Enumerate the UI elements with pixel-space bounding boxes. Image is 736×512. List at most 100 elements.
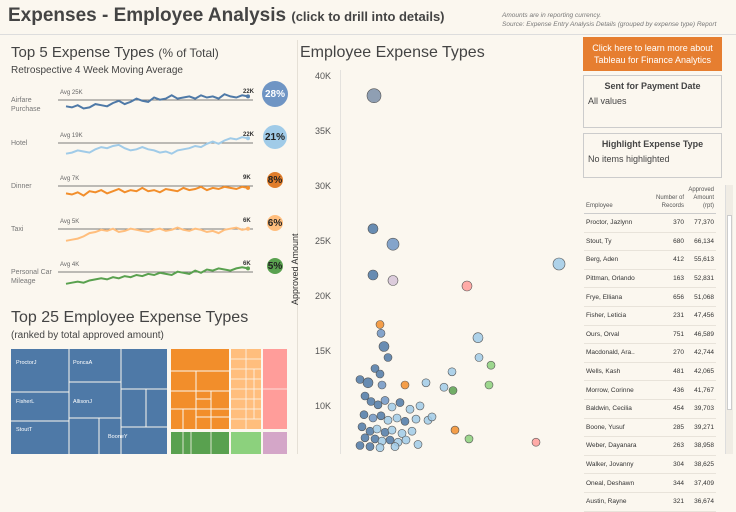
scatter-point[interactable] (383, 353, 393, 362)
scatter-point[interactable] (407, 426, 417, 436)
table-row[interactable]: Ours, Orval 751 46,589 (584, 325, 716, 345)
pct-of-total-badge[interactable]: 21% (263, 125, 287, 149)
scatter-point[interactable] (400, 380, 410, 390)
scatter-point[interactable] (375, 320, 385, 329)
scatter-point[interactable] (385, 435, 395, 445)
pct-of-total-badge[interactable]: 5% (267, 258, 283, 274)
sparkline[interactable] (58, 217, 258, 247)
table-row[interactable]: Pittman, Orlando 163 52,831 (584, 269, 716, 289)
scatter-point[interactable] (365, 442, 375, 451)
treemap-other-block[interactable] (263, 349, 287, 429)
scatter-point[interactable] (486, 360, 496, 370)
scatter-plot[interactable] (340, 70, 576, 454)
scatter-point[interactable] (405, 404, 415, 414)
scatter-point[interactable] (397, 429, 407, 438)
scatter-point[interactable] (531, 437, 541, 447)
sent-for-payment-filter[interactable]: Sent for Payment Date All values (583, 75, 722, 128)
scatter-point[interactable] (400, 416, 410, 426)
treemap-lunch-block[interactable] (231, 432, 261, 454)
scatter-point[interactable] (450, 425, 460, 435)
col-amount[interactable]: Approved Amount (rpt) (686, 185, 716, 214)
scatter-point[interactable] (375, 443, 385, 453)
scatter-point[interactable] (375, 369, 385, 379)
table-row[interactable]: Morrow, Corinne 436 41,767 (584, 380, 716, 400)
scatter-point[interactable] (373, 400, 383, 410)
scatter-point[interactable] (421, 378, 431, 388)
table-scrollbar[interactable] (725, 185, 733, 454)
scatter-point[interactable] (392, 413, 402, 423)
scatter-point[interactable] (383, 415, 393, 425)
table-row[interactable]: Boone, Yusuf 285 39,271 (584, 418, 716, 438)
table-row[interactable]: Baldwin, Cecilia 454 39,703 (584, 399, 716, 419)
table-row[interactable]: Fisher, Leticia 231 47,456 (584, 306, 716, 326)
scatter-point[interactable] (447, 367, 457, 377)
sparkline[interactable] (58, 88, 258, 118)
scatter-point[interactable] (372, 424, 382, 434)
pct-of-total-badge[interactable]: 6% (267, 215, 283, 231)
col-records[interactable]: Number of Records (648, 185, 686, 214)
scatter-point[interactable] (380, 396, 390, 405)
scrollbar-thumb[interactable] (727, 215, 732, 410)
scatter-point[interactable] (390, 442, 400, 451)
scatter-point[interactable] (370, 364, 380, 373)
scatter-point[interactable] (448, 386, 458, 395)
scatter-point[interactable] (461, 280, 473, 292)
table-row[interactable]: Proctor, Jazlynn 370 77,370 (584, 213, 716, 233)
scatter-point[interactable] (360, 433, 370, 443)
scatter-point[interactable] (387, 402, 397, 412)
scatter-point[interactable] (362, 377, 374, 389)
scatter-point[interactable] (395, 398, 405, 407)
table-row[interactable]: Walker, Jovanny 304 38,625 (584, 455, 716, 475)
scatter-point[interactable] (366, 88, 382, 104)
scatter-point[interactable] (355, 441, 365, 450)
sparkline[interactable] (58, 131, 258, 161)
table-row[interactable]: Austin, Rayne 321 36,674 (584, 492, 716, 512)
table-row[interactable]: Oneal, Deshawn 344 37,409 (584, 473, 716, 493)
scatter-point[interactable] (367, 269, 379, 281)
table-row[interactable]: Berg, Aden 412 55,613 (584, 250, 716, 270)
cell-name: Ours, Orval (584, 325, 648, 345)
scatter-point[interactable] (484, 380, 494, 390)
table-row[interactable]: Frye, Elliana 656 51,068 (584, 287, 716, 307)
learn-more-button[interactable]: Click here to learn more about Tableau f… (583, 37, 722, 71)
highlight-expense-filter[interactable]: Highlight Expense Type No items highligh… (583, 133, 722, 178)
scatter-point[interactable] (415, 401, 425, 411)
scatter-point[interactable] (387, 275, 399, 286)
scatter-point[interactable] (360, 391, 370, 401)
treemap-misc-block[interactable] (263, 432, 287, 454)
table-row[interactable]: Wells, Kash 481 42,065 (584, 362, 716, 382)
treemap[interactable] (11, 349, 287, 454)
scatter-point[interactable] (378, 341, 390, 352)
table-row[interactable]: Stout, Ty 680 66,134 (584, 232, 716, 252)
col-employee[interactable]: Employee (584, 185, 648, 214)
scatter-point[interactable] (387, 425, 397, 435)
scatter-point[interactable] (472, 332, 484, 344)
scatter-point[interactable] (357, 422, 367, 432)
scatter-point[interactable] (427, 412, 437, 422)
pct-of-total-badge[interactable]: 28% (262, 81, 288, 107)
scatter-point[interactable] (377, 380, 387, 390)
scatter-point[interactable] (359, 410, 369, 420)
scatter-point[interactable] (367, 223, 379, 235)
scatter-point[interactable] (376, 328, 386, 338)
scatter-point[interactable] (366, 397, 376, 406)
scatter-point[interactable] (413, 440, 423, 449)
scatter-point[interactable] (386, 237, 400, 251)
scatter-point[interactable] (439, 382, 449, 392)
scatter-point[interactable] (474, 353, 484, 362)
table-row[interactable]: Weber, Dayanara 263 38,958 (584, 436, 716, 456)
scatter-point[interactable] (464, 434, 474, 444)
pct-of-total-badge[interactable]: 8% (267, 172, 283, 188)
treemap-taxi-block[interactable] (231, 349, 261, 429)
treemap-airfare-block[interactable] (11, 349, 167, 454)
scatter-point[interactable] (376, 411, 386, 421)
treemap-mileage-block[interactable] (171, 432, 229, 454)
treemap-dinner-block[interactable] (171, 349, 229, 429)
scatter-point[interactable] (401, 435, 411, 445)
scatter-point[interactable] (368, 413, 378, 423)
table-row[interactable]: Macdonald, Ara.. 270 42,744 (584, 343, 716, 363)
scatter-point[interactable] (552, 257, 566, 271)
sparkline[interactable] (58, 260, 258, 290)
scatter-point[interactable] (411, 414, 421, 424)
sparkline[interactable] (58, 174, 258, 204)
